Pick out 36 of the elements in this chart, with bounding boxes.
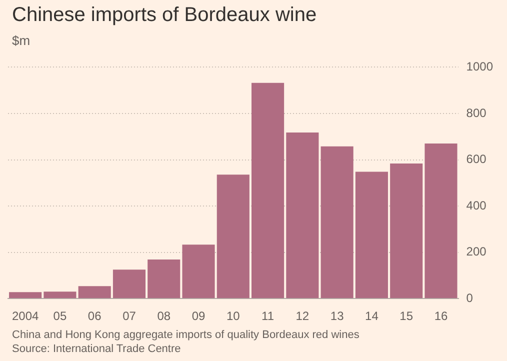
bar: [216, 174, 250, 298]
bar: [252, 82, 284, 298]
x-tick-label: 16: [434, 309, 448, 324]
bar: [44, 292, 76, 298]
x-tick-label: 13: [330, 309, 344, 324]
x-tick-label: 09: [192, 309, 206, 324]
bar: [182, 244, 215, 298]
text: China and Hong Kong aggregate imports of quality Bordeaux red wines: [12, 328, 360, 342]
bar: [9, 292, 42, 298]
source-note: Source: International Trade Centre: [12, 342, 182, 356]
x-tick-label: 07: [122, 309, 136, 324]
y-tick-label: 1000: [466, 60, 494, 74]
x-tick-label: 08: [157, 309, 171, 324]
x-tick-label: 14: [365, 309, 379, 324]
x-tick-label: 11: [262, 309, 274, 324]
bar: [424, 144, 458, 298]
x-tick-label: 06: [88, 309, 102, 324]
chart-subtitle: $m: [12, 33, 30, 48]
y-tick-label: 800: [466, 106, 487, 120]
x-tick-label: 05: [53, 309, 67, 324]
x-tick-label: 10: [226, 309, 240, 324]
y-tick-label: 600: [466, 152, 487, 166]
x-tick-label: 12: [296, 309, 310, 324]
bar: [320, 146, 354, 298]
y-tick-label: 400: [466, 198, 487, 212]
bar: [78, 286, 111, 298]
x-tick-label: 15: [400, 309, 414, 324]
y-tick-label: 200: [466, 244, 487, 259]
bar: [355, 172, 388, 298]
bar: [286, 132, 319, 298]
bar: [112, 270, 146, 298]
chart-title: Chinese imports of Bordeaux wine: [12, 4, 317, 27]
bar: [148, 259, 180, 298]
y-tick-label: 0: [466, 290, 474, 305]
x-tick-label: 2004: [12, 309, 39, 324]
bar: [390, 163, 423, 298]
